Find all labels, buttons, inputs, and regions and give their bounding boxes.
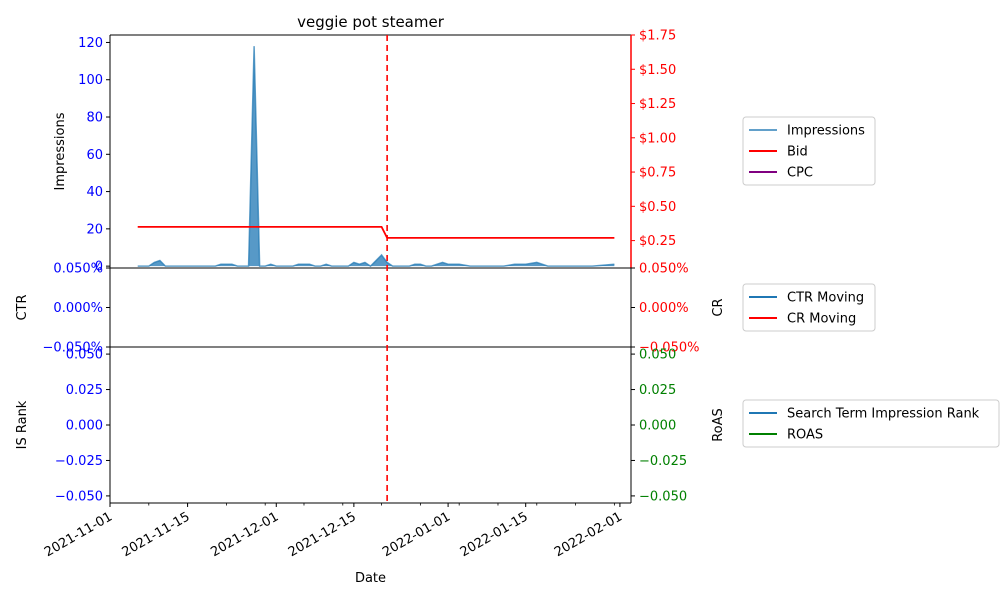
left-tick-label: −0.025: [55, 454, 103, 469]
bid-line: [137, 225, 615, 239]
legend-label: Search Term Impression Rank: [787, 407, 980, 422]
right-tick-label: $0.50: [639, 200, 676, 215]
legend-label: CPC: [787, 166, 813, 181]
left-tick-label: 0.050%: [53, 262, 103, 277]
left-tick-label: 0.000%: [53, 301, 103, 316]
chart-title: veggie pot steamer: [297, 13, 445, 31]
right-tick-label: $1.25: [639, 97, 676, 112]
left-tick-label: 60: [86, 148, 103, 163]
impressions-line: [137, 46, 615, 268]
left-tick-label: 120: [78, 36, 103, 51]
right-tick-label: 0.000%: [639, 301, 689, 316]
right-tick-label: $0.25: [639, 234, 676, 249]
legend-label: CR Moving: [787, 312, 856, 327]
legend-label: Impressions: [787, 124, 865, 139]
x-axis-label: Date: [355, 571, 386, 586]
right-tick-label: $0.75: [639, 166, 676, 181]
y-axis-left-label: CTR: [15, 294, 30, 320]
right-tick-label: 0.050%: [639, 262, 689, 277]
y-axis-right-label: CR: [711, 298, 726, 316]
legend-label: ROAS: [787, 428, 823, 443]
right-tick-label: $1.00: [639, 131, 676, 146]
right-tick-label: $1.50: [639, 63, 676, 78]
right-tick-label: 0.050: [639, 348, 676, 363]
x-tick-label: 2022-01-01: [380, 509, 453, 560]
legend-box: [742, 399, 1000, 448]
right-tick-label: 0.025: [639, 383, 676, 398]
left-tick-label: 0.025: [66, 383, 103, 398]
x-tick-label: 2021-11-01: [42, 509, 115, 560]
impressions-area: [137, 46, 615, 267]
y-axis-left-label: IS Rank: [15, 400, 30, 449]
left-tick-label: 0.050: [66, 348, 103, 363]
right-tick-label: 0.000: [639, 419, 676, 434]
left-tick-label: 40: [86, 185, 103, 200]
right-tick-label: −0.025: [639, 454, 687, 469]
x-tick-label: 2021-12-15: [286, 509, 359, 560]
right-tick-label: −0.050: [639, 489, 687, 504]
right-tick-label: $1.75: [639, 29, 676, 44]
legend-label: CTR Moving: [787, 291, 864, 306]
right-tick-label: −0.050%: [639, 341, 699, 356]
y-axis-left-label: Impressions: [53, 112, 68, 190]
left-tick-label: 20: [86, 222, 103, 237]
x-tick-label: 2021-11-15: [120, 509, 193, 560]
y-axis-right-label: RoAS: [711, 408, 726, 442]
legend-box: [742, 283, 876, 332]
left-tick-label: −0.050: [55, 489, 103, 504]
left-tick-label: 0.000: [66, 419, 103, 434]
x-tick-label: 2022-01-15: [458, 509, 531, 560]
legend-label: Bid: [787, 145, 808, 160]
left-tick-label: 0: [95, 260, 103, 275]
x-tick-label: 2021-12-01: [208, 509, 281, 560]
legend-box: [742, 116, 876, 186]
left-tick-label: 100: [78, 73, 103, 88]
left-tick-label: 80: [86, 111, 103, 126]
left-tick-label: −0.050%: [43, 341, 103, 356]
x-tick-label: 2022-02-01: [552, 509, 625, 560]
